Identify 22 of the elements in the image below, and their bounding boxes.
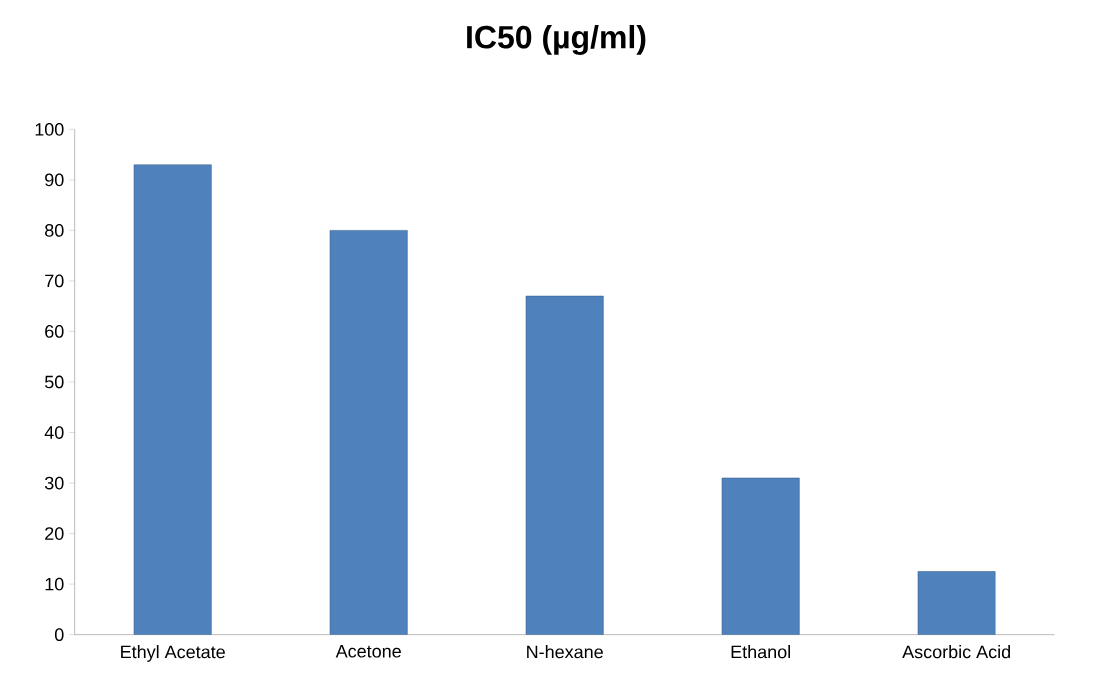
y-tick-label: 80 [45, 224, 64, 237]
y-tick-label: 100 [35, 122, 64, 136]
bar [917, 571, 996, 635]
y-tick-label: 50 [44, 375, 64, 389]
y-tick-label: 30 [44, 476, 64, 490]
y-tick-label: 10 [45, 577, 64, 591]
y-tick-label: 90 [45, 173, 64, 187]
x-tick-label: Acetone [335, 645, 401, 658]
bar [133, 164, 212, 635]
bar [721, 477, 800, 635]
x-tick-label: Ethanol [731, 645, 790, 659]
bar [329, 230, 408, 635]
y-tick-label: 40 [44, 426, 64, 439]
y-tick-label: 70 [45, 274, 64, 288]
y-tick-label: 60 [45, 325, 64, 338]
bar [525, 295, 604, 635]
x-tick-label: Ethyl Acetate [121, 645, 225, 662]
y-tick-label: 0 [54, 628, 64, 642]
x-tick-label: N-hexane [527, 645, 603, 659]
y-tick-label: 20 [45, 527, 64, 540]
x-tick-label: Ascorbic Acid [902, 645, 1010, 659]
chart-title: IC50 (µg/ml) [467, 25, 646, 55]
